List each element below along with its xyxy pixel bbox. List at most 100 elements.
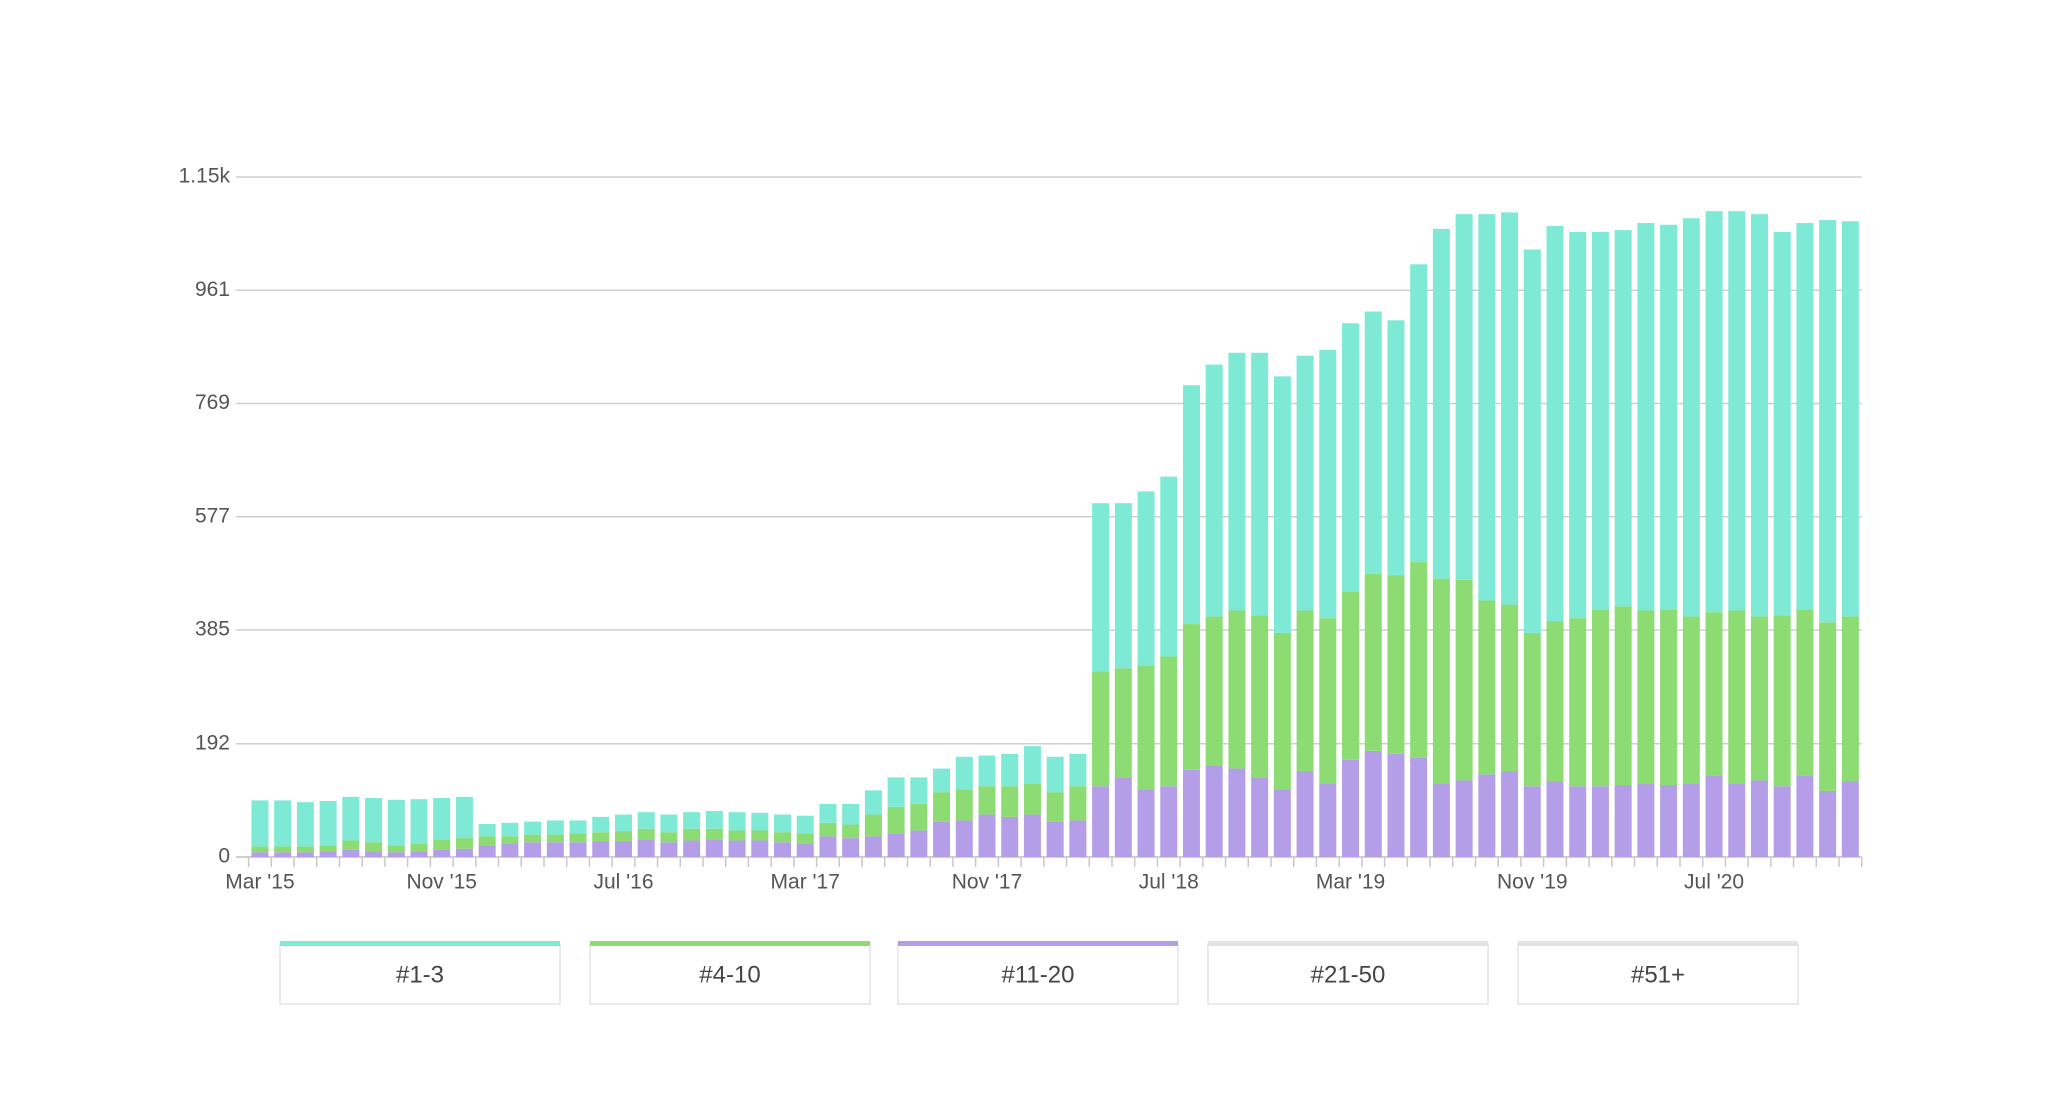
bar-segment [524,834,542,843]
bar-segment [1364,573,1382,751]
bar-segment [1251,352,1269,616]
bar-segment [1569,786,1587,857]
bar-segment [955,756,973,790]
bar-segment [796,833,814,845]
bar-segment [546,820,564,835]
y-tick-label: 192 [195,731,230,754]
legend-label[interactable]: #21-50 [1311,961,1386,988]
bar-segment [1023,814,1041,857]
bar-segment [864,836,882,857]
bar-segment [1182,624,1200,770]
x-tick-label: Nov '15 [406,871,477,894]
bar-segment [1728,211,1746,611]
bar-segment [478,845,496,857]
bar-segment [978,786,996,815]
bar-segment [683,840,701,857]
bar-segment [955,820,973,857]
bar-segment [1046,756,1064,793]
bar-segment [1410,757,1428,857]
bar-segment [1682,783,1700,857]
bar-segment [1660,224,1678,610]
bar-segment [1410,264,1428,563]
x-tick-label: Nov '17 [952,871,1023,894]
bar-segment [774,814,792,833]
bar-segment [887,806,905,834]
bar-segment [1569,231,1587,619]
bar-segment [342,796,360,841]
bar-segment [1569,618,1587,787]
legend-label[interactable]: #51+ [1631,961,1685,988]
x-tick-label: Mar '19 [1316,871,1385,894]
bar-segment [1319,783,1337,857]
legend-swatch [280,941,560,946]
bar-segment [1387,320,1405,576]
bar-segment [387,799,405,846]
bar-segment [410,851,428,857]
bar-segment [387,845,405,853]
bar-segment [637,812,655,829]
bar-segment [1523,249,1541,633]
bar-segment [365,851,383,857]
bar-segment [1160,786,1178,857]
bar-segment [1205,616,1223,766]
bar-segment [1705,211,1723,613]
bar-segment [819,822,837,837]
bar-segment [455,796,473,839]
legend-box[interactable] [279,943,561,1005]
bar-segment [1501,604,1519,772]
bar-segment [978,814,996,857]
bar-segment [1728,783,1746,857]
bar-segment [751,840,769,857]
bar-segment [1455,780,1473,857]
bar-segment [1160,656,1178,787]
legend-box[interactable] [1207,943,1489,1005]
bar-segment [728,830,746,841]
bar-segment [1228,610,1246,769]
bar-segment [1319,349,1337,619]
bar-segment [1660,785,1678,857]
bar-segment [683,828,701,841]
bar-segment [1410,562,1428,758]
bar-segment [1682,218,1700,617]
bar-segment [933,821,951,857]
bar-segment [1001,816,1019,857]
y-tick-label: 385 [195,617,230,640]
legend-swatch [898,941,1178,946]
bar-segment [1137,491,1155,666]
bar-segment [433,798,451,840]
bar-segment [887,777,905,807]
bar-segment [1523,632,1541,787]
bar-segment [1750,214,1768,617]
legend-box[interactable] [1517,943,1799,1005]
bar-segment [1819,220,1837,623]
legend-label[interactable]: #4-10 [699,961,760,988]
bar-segment [910,803,928,831]
legend-box[interactable] [589,943,871,1005]
bar-segment [1364,750,1382,857]
x-tick-label: Jul '16 [593,871,653,894]
bar-segment [569,820,587,834]
x-tick-label: Jul '18 [1139,871,1199,894]
bar-segment [796,815,814,834]
bar-segment [1478,600,1496,775]
bar-segment [569,842,587,857]
bar-segment [1137,665,1155,790]
bar-segment [955,789,973,821]
bar-segment [705,828,723,840]
bar-segment [1023,746,1041,784]
bar-segment [933,792,951,822]
bar-segment [1773,786,1791,857]
legend-box[interactable] [897,943,1179,1005]
legend-label[interactable]: #11-20 [1002,961,1075,988]
bar-segment [1296,771,1314,857]
bar-segment [751,812,769,831]
bar-segment [1046,792,1064,822]
bar-segment [1432,578,1450,784]
bar-segment [1501,771,1519,857]
bar-segment [455,838,473,849]
legend-label[interactable]: #1-3 [396,961,444,988]
bar-segment [660,832,678,843]
bar-segment [1660,609,1678,786]
bar-segment [842,824,860,839]
bar-segment [342,840,360,850]
